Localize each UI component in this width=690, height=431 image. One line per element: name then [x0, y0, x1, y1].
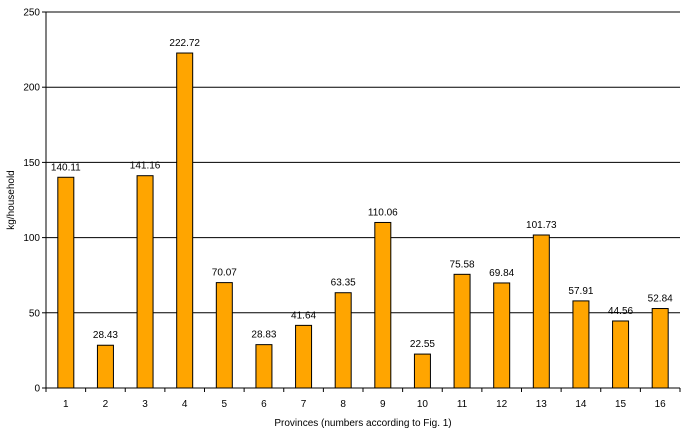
data-label-province-9: 110.06 [368, 207, 398, 218]
data-label-province-6: 28.83 [251, 330, 276, 341]
data-labels: 140.11 28.43 141.16 222.72 70.07 28.83 41.64 63… [51, 38, 673, 350]
x-tick-label: 5 [222, 399, 228, 410]
y-tick-label: 150 [23, 158, 40, 169]
bar-province-13 [532, 234, 550, 389]
bar-province-5 [215, 282, 233, 389]
y-tick-label: 50 [29, 308, 41, 319]
y-axis-title: kg/household [6, 170, 17, 230]
bar-province-10 [413, 353, 431, 389]
bar-province-3 [136, 175, 154, 389]
bar-province-12 [493, 282, 511, 389]
bar-province-8 [334, 292, 352, 389]
x-tick-label: 1 [63, 399, 69, 410]
x-tick-label: 8 [340, 399, 346, 410]
data-label-province-1: 140.11 [51, 162, 81, 173]
bar-province-2 [96, 344, 114, 389]
x-tick-label: 14 [575, 399, 587, 410]
bar-province-6 [255, 344, 273, 389]
data-label-province-5: 70.07 [212, 268, 237, 279]
bar-province-9 [374, 221, 392, 389]
data-label-province-14: 57.91 [568, 286, 593, 297]
data-label-province-2: 28.43 [93, 330, 118, 341]
bar-province-1 [57, 176, 75, 389]
y-tick-label: 200 [23, 83, 40, 94]
data-label-province-13: 101.73 [526, 220, 557, 231]
x-tick-label: 7 [301, 399, 307, 410]
x-tick-label: 16 [655, 399, 667, 410]
y-tick-label: 0 [34, 384, 40, 395]
x-tick-label: 6 [261, 399, 267, 410]
y-tick-label: 250 [23, 8, 40, 19]
data-label-province-10: 22.55 [410, 339, 435, 350]
data-label-province-4: 222.72 [169, 38, 200, 49]
x-axis-title: Provinces (numbers according to Fig. 1) [274, 418, 451, 429]
x-tick-label: 12 [496, 399, 508, 410]
x-tick-label: 9 [380, 399, 386, 410]
x-tick-label: 11 [457, 399, 468, 410]
data-label-province-7: 41.64 [291, 310, 316, 321]
x-tick-label: 4 [182, 399, 188, 410]
bar-province-14 [572, 300, 590, 389]
bar-province-7 [295, 324, 313, 389]
bar-province-16 [651, 308, 669, 389]
x-tick-label: 15 [615, 399, 627, 410]
bar-province-15 [612, 320, 630, 389]
data-label-province-12: 69.84 [489, 268, 514, 279]
x-tick-label: 10 [417, 399, 429, 410]
y-tick-label: 100 [23, 233, 40, 244]
data-label-province-15: 44.56 [608, 306, 633, 317]
x-tick-label: 2 [103, 399, 109, 410]
x-tick-label: 3 [142, 399, 148, 410]
x-tick-label: 13 [536, 399, 548, 410]
data-label-province-11: 75.58 [450, 259, 475, 270]
data-label-province-8: 63.35 [331, 278, 356, 289]
bar-province-11 [453, 273, 471, 389]
data-label-province-16: 52.84 [648, 294, 673, 305]
bars [57, 52, 669, 389]
bar-province-4 [176, 52, 194, 389]
data-label-province-3: 141.16 [130, 161, 161, 172]
